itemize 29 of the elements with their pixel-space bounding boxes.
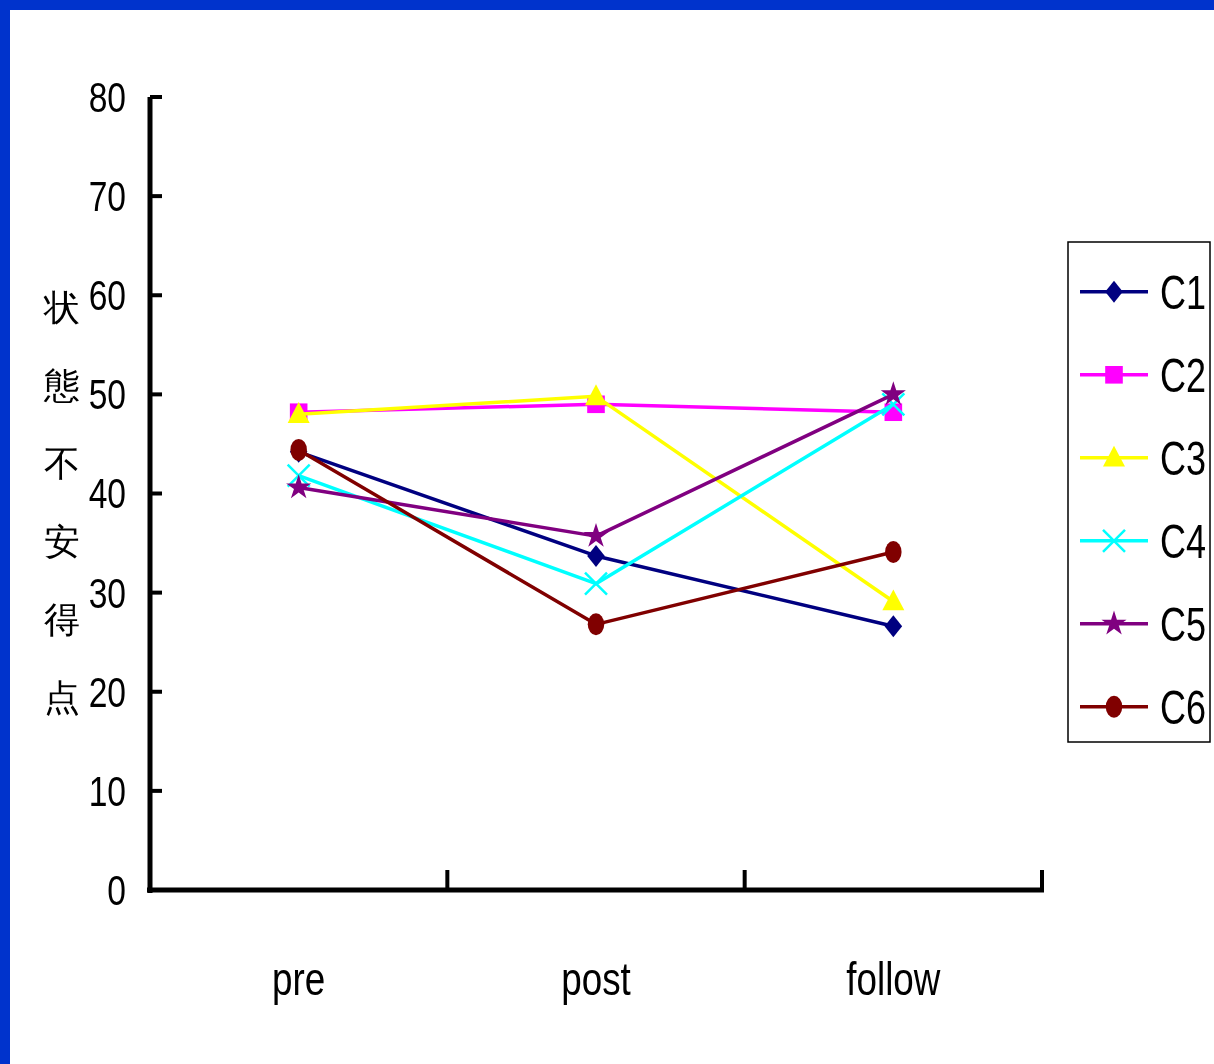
y-tick-label: 40 [88, 470, 126, 518]
legend-label: C3 [1160, 431, 1207, 485]
point [884, 615, 903, 638]
point [587, 613, 605, 636]
x-tick-label: follow [846, 953, 942, 1005]
legend-label: C5 [1160, 597, 1207, 651]
y-tick-label: 60 [88, 272, 126, 320]
y-tick-label: 80 [88, 74, 126, 121]
legend-label: C6 [1160, 680, 1207, 734]
legend-label: C4 [1160, 514, 1207, 568]
point [585, 384, 607, 406]
legend-label: C2 [1160, 348, 1207, 402]
point [583, 522, 609, 547]
y-tick-label: 70 [88, 173, 126, 220]
y-axis-title: 状態不安得点 [43, 287, 80, 718]
point [587, 544, 605, 567]
point [286, 474, 312, 499]
point [583, 571, 609, 596]
y-tick-label: 30 [88, 570, 126, 617]
y-tick-label: 0 [107, 867, 126, 914]
y-tick-label: 50 [88, 371, 126, 419]
point [880, 381, 906, 406]
point [885, 540, 902, 563]
legend-label: C1 [1160, 265, 1207, 319]
x-tick-label: pre [272, 953, 326, 1005]
point [882, 589, 905, 611]
y-tick-label: 20 [88, 669, 126, 716]
x-tick-label: post [561, 953, 632, 1005]
y-tick-label: 10 [88, 768, 126, 815]
